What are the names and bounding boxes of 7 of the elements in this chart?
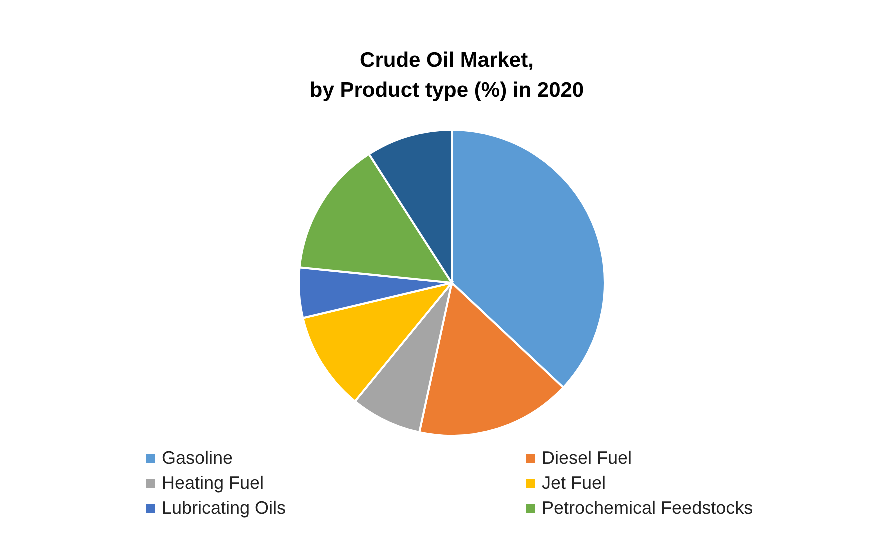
- legend-label: Heating Fuel: [162, 472, 264, 494]
- legend-label: Petrochemical Feedstocks: [542, 498, 754, 518]
- legend-label: Gasoline: [162, 448, 234, 468]
- legend-label: Jet Fuel: [542, 472, 606, 494]
- legend-label: Diesel Fuel: [542, 448, 632, 468]
- chart-title: Crude Oil Market, by Product type (%) in 2020: [308, 48, 586, 104]
- legend-label: Lubricating Oils: [162, 498, 286, 518]
